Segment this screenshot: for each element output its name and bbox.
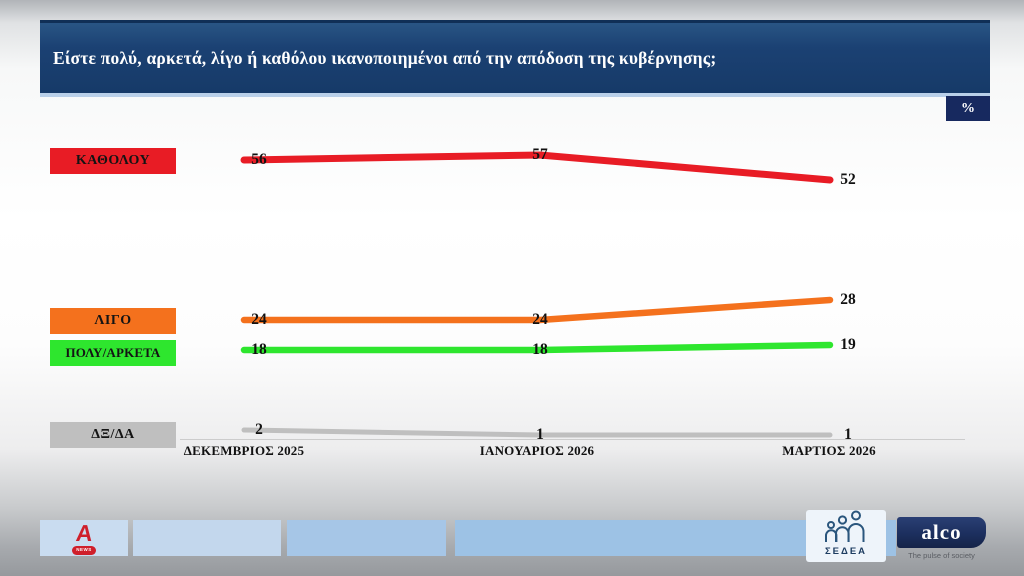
legend-item-ligo: ΛΙΓΟ (50, 308, 176, 334)
alco-logo: alco (897, 517, 986, 548)
alpha-news-logo: A NEWS (72, 519, 96, 555)
legend-label: ΠΟΛΥ/ΑΡΚΕΤΑ (65, 345, 161, 360)
question-header: Είστε πολύ, αρκετά, λίγο ή καθόλου ικανο… (40, 20, 990, 93)
alpha-news-badge: NEWS (72, 545, 96, 555)
legend-label: ΚΑΘΟΛΟΥ (75, 153, 151, 168)
footer-bar-2 (133, 520, 281, 556)
sedea-logo: ΣΕΔΕΑ (806, 510, 886, 562)
legend-label: ΛΙΓΟ (94, 313, 132, 328)
percent-unit-badge: % (946, 96, 990, 121)
question-title: Είστε πολύ, αρκετά, λίγο ή καθόλου ικανο… (53, 47, 717, 68)
legend-item-dx-da: ΔΞ/ΔΑ (50, 422, 176, 448)
x-tick-january-2026: ΙΑΝΟΥΑΡΙΟΣ 2026 (479, 443, 595, 458)
alpha-letter-icon: A (74, 519, 94, 546)
series-line-2 (240, 341, 834, 354)
series-line-3 (241, 427, 833, 438)
footer-bar-3 (287, 520, 446, 556)
header-underline (40, 93, 990, 97)
legend-item-katholou: ΚΑΘΟΛΟΥ (50, 148, 176, 174)
alco-logo-text: alco (921, 520, 962, 544)
legend-item-poly-arketa: ΠΟΛΥ/ΑΡΚΕΤΑ (50, 340, 176, 366)
alco-tagline: The pulse of society (908, 551, 975, 560)
legend-label: ΔΞ/ΔΑ (91, 427, 135, 442)
footer-bar-alpha: A NEWS (40, 520, 128, 556)
x-axis-line (180, 439, 965, 440)
sedea-label: ΣΕΔΕΑ (824, 546, 868, 557)
x-tick-december-2025: ΔΕΚΕΜΒΡΙΟΣ 2025 (183, 443, 305, 458)
series-line-1 (240, 296, 834, 324)
sedea-people-icon (825, 510, 865, 542)
x-tick-march-2026: ΜΑΡΤΙΟΣ 2026 (782, 443, 876, 458)
series-line-0 (240, 151, 834, 184)
